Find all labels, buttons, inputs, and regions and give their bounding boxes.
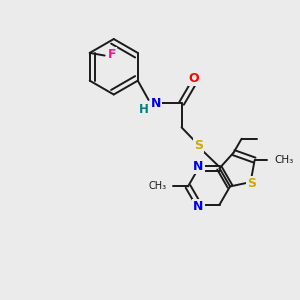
Text: CH₃: CH₃ — [149, 182, 167, 191]
Text: CH₃: CH₃ — [274, 155, 294, 165]
Text: H: H — [139, 103, 148, 116]
Text: S: S — [247, 177, 256, 190]
Text: N: N — [193, 200, 204, 213]
Text: F: F — [108, 48, 116, 61]
Text: O: O — [189, 72, 200, 85]
Text: S: S — [194, 139, 203, 152]
Text: N: N — [193, 160, 204, 173]
Text: N: N — [151, 97, 161, 110]
